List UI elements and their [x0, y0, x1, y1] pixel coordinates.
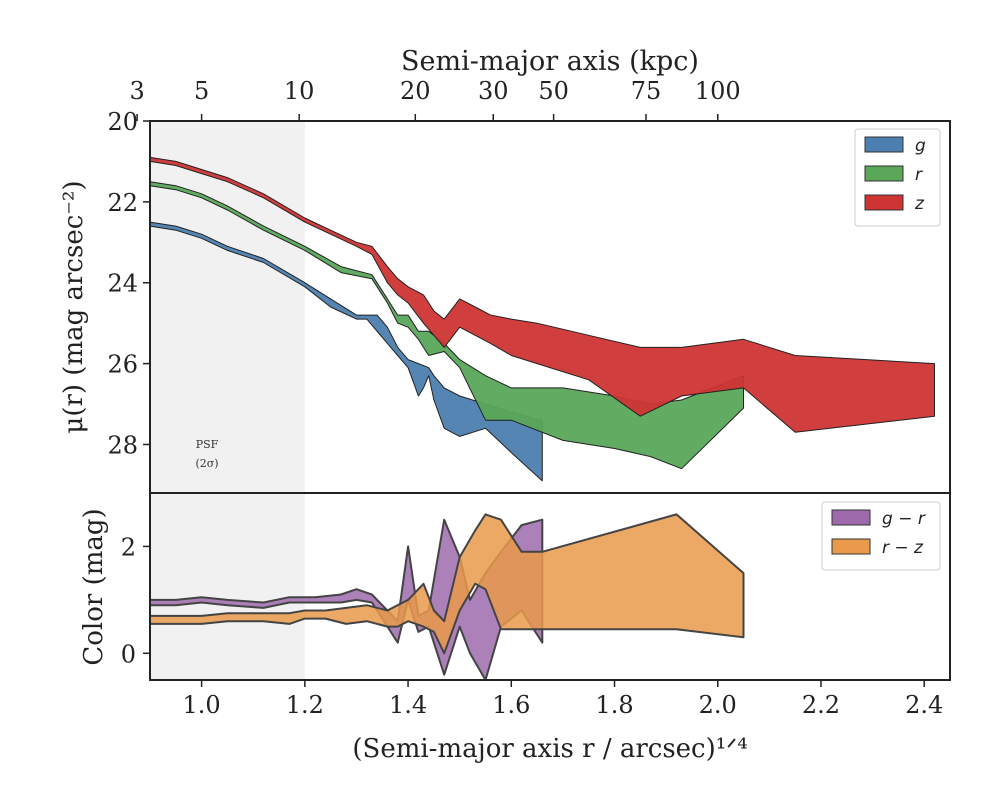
top-y-tick-label: 26 — [107, 351, 138, 379]
bottom-x-tick-label: 1.0 — [183, 691, 221, 719]
top-kpc-tick-label: 50 — [538, 77, 569, 105]
top-kpc-tick-label: 5 — [194, 77, 209, 105]
psf-band-bottom — [150, 493, 305, 680]
band-r — [149, 181, 744, 470]
bottom-y-tick-label: 2 — [121, 533, 136, 561]
top-kpc-tick-label: 20 — [400, 77, 431, 105]
top-kpc-tick-label: 30 — [478, 77, 509, 105]
band-rz — [149, 513, 745, 655]
legend-top: grz — [854, 128, 941, 227]
top-y-tick-label: 20 — [107, 108, 138, 136]
bottom-y-ticks: 02 — [121, 533, 150, 668]
bottom-x-tick-label: 2.4 — [905, 691, 943, 719]
top-kpc-tick-label: 3 — [129, 77, 144, 105]
legend-label: g − r — [882, 509, 926, 529]
legend-swatch — [864, 165, 904, 182]
bottom-x-tick-label: 2.0 — [699, 691, 737, 719]
legend-swatch — [864, 194, 904, 211]
top-x-axis-label: Semi-major axis (kpc) — [401, 46, 699, 77]
bottom-x-axis-label: (Semi-major axis r / arcsec)¹ᐟ⁴ — [352, 734, 747, 764]
legend-label: z — [914, 194, 925, 214]
legend-label: g — [915, 136, 926, 156]
legend-swatch — [864, 136, 904, 153]
bottom-x-tick-label: 1.4 — [389, 691, 427, 719]
bottom-x-tick-label: 2.2 — [802, 691, 840, 719]
top-kpc-tick-label: 75 — [631, 77, 662, 105]
top-kpc-tick-label: 10 — [284, 77, 315, 105]
surface-brightness-panel: 3 5 10 20 30 50 75 100 20 22 24 26 28 PSF (2σ) Semi… — [59, 46, 951, 494]
legend-swatch — [831, 538, 871, 555]
bottom-series-group — [149, 513, 745, 681]
bottom-panel-frame — [149, 492, 951, 681]
legend-label: r − z — [882, 538, 924, 558]
top-y-tick-label: 22 — [107, 189, 138, 217]
bottom-x-tick-label: 1.2 — [286, 691, 324, 719]
top-y-tick-label: 24 — [107, 270, 138, 298]
color-panel: 02 1.0 1.2 1.4 1.6 1.8 2.0 2.2 2.4 (Semi-major … — [79, 492, 951, 764]
band-z — [149, 156, 935, 433]
legend-label: r — [915, 165, 923, 185]
top-kpc-axis: 3 5 10 20 30 50 75 100 — [129, 77, 741, 121]
psf-band-top — [150, 121, 305, 493]
legend-bottom: g − r r − z — [821, 501, 941, 571]
bottom-x-ticks: 1.0 1.2 1.4 1.6 1.8 2.0 2.2 2.4 — [183, 680, 943, 719]
psf-label-line1: PSF — [196, 438, 219, 451]
bottom-x-tick-label: 1.6 — [492, 691, 530, 719]
bottom-y-axis-label: Color (mag) — [79, 508, 109, 665]
legend-swatch — [831, 509, 871, 526]
band-g — [149, 221, 543, 482]
top-y-ticks: 20 22 24 26 28 — [107, 108, 150, 459]
bottom-x-tick-label: 1.8 — [595, 691, 633, 719]
bottom-y-tick-label: 0 — [121, 640, 136, 668]
top-series-group — [149, 156, 935, 482]
psf-label-line2: (2σ) — [195, 457, 218, 470]
top-kpc-tick-label: 100 — [695, 77, 741, 105]
top-y-tick-label: 28 — [107, 431, 138, 459]
top-y-axis-label: μ(r) (mag arcsec⁻²) — [59, 180, 89, 433]
